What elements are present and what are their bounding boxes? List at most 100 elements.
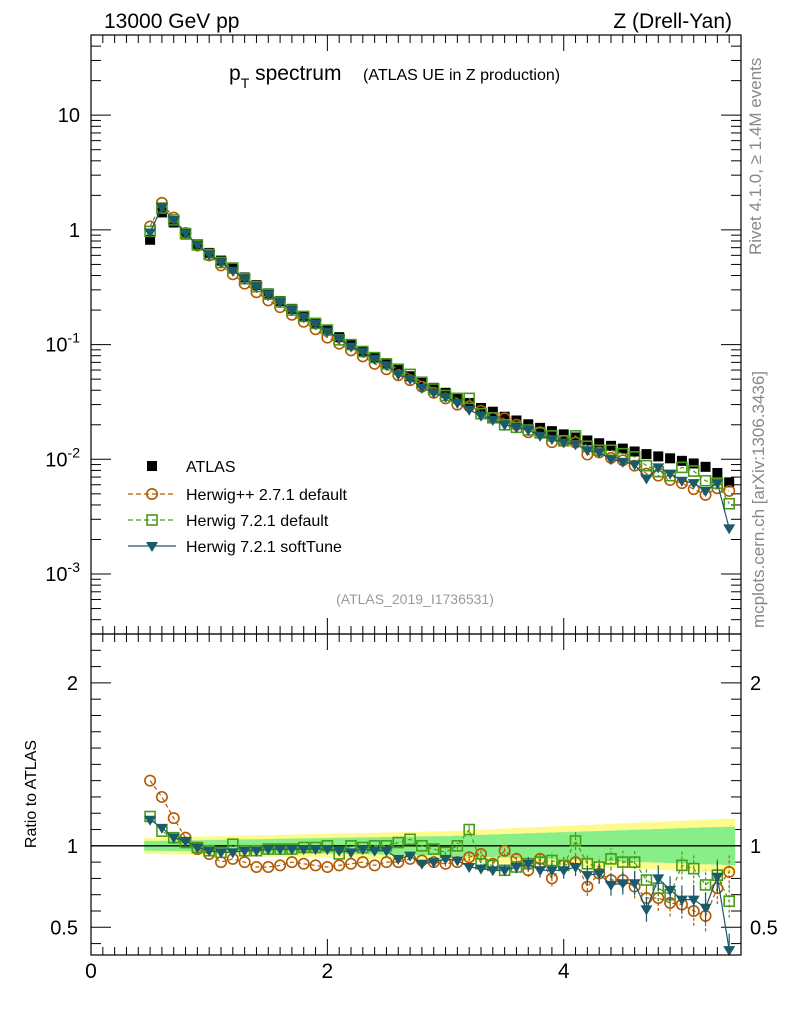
ratio-point bbox=[215, 848, 227, 859]
main-point bbox=[545, 435, 558, 446]
main-point bbox=[226, 266, 239, 277]
main-series-line bbox=[149, 207, 730, 504]
legend-entry: Herwig 7.2.1 softTune bbox=[128, 539, 342, 556]
main-point bbox=[463, 405, 476, 416]
y-tick-exponent: -2 bbox=[68, 444, 81, 460]
y-tick-label: 1 bbox=[69, 220, 80, 242]
ratio-point bbox=[699, 903, 712, 914]
ratio-point bbox=[167, 812, 180, 825]
ratio-point bbox=[699, 879, 712, 891]
ratio-point bbox=[675, 895, 688, 906]
y-tick-label: 10-1 bbox=[45, 330, 80, 357]
ratio-point bbox=[427, 858, 440, 869]
main-point bbox=[594, 438, 605, 449]
ratio-point bbox=[640, 905, 653, 916]
ratio-point bbox=[439, 854, 452, 865]
ratio-point bbox=[605, 880, 617, 891]
ratio-point bbox=[250, 861, 263, 874]
ratio-point bbox=[652, 874, 665, 885]
y-tick-label: 10-2 bbox=[45, 444, 80, 471]
ratio-point bbox=[226, 848, 239, 859]
ratio-point bbox=[238, 846, 251, 857]
ratio-point bbox=[510, 863, 523, 874]
main-point bbox=[640, 474, 653, 485]
ratio-point bbox=[167, 833, 180, 844]
ratio-point bbox=[191, 843, 204, 854]
ratio-point bbox=[463, 851, 476, 864]
legend-entry: Herwig++ 2.7.1 default bbox=[128, 487, 348, 504]
ratio-point bbox=[297, 845, 310, 856]
ratio-point bbox=[238, 856, 251, 869]
main-point bbox=[404, 375, 417, 386]
ratio-point bbox=[676, 859, 688, 872]
ratio-point bbox=[380, 846, 393, 857]
ratio-point bbox=[498, 844, 511, 857]
main-point bbox=[499, 411, 510, 422]
ratio-point bbox=[356, 845, 369, 856]
ratio-point bbox=[687, 895, 700, 906]
main-point bbox=[665, 453, 676, 464]
ratio-point bbox=[250, 846, 263, 857]
ratio-panel: 0 2 4 0.5 0.5 1 1 2 2 bbox=[50, 634, 778, 983]
main-point bbox=[439, 392, 452, 403]
ratio-point bbox=[628, 856, 641, 868]
side-label-rivet: Rivet 4.1.0, ≥ 1.4M events bbox=[746, 58, 765, 255]
y-tick-exponent: -1 bbox=[68, 330, 81, 346]
main-point bbox=[309, 319, 322, 330]
ratio-point bbox=[711, 872, 724, 883]
x-tick-label: 0 bbox=[85, 960, 97, 983]
ratio-point bbox=[534, 866, 547, 877]
main-point bbox=[297, 313, 310, 324]
ratio-point bbox=[463, 863, 476, 874]
main-point bbox=[652, 463, 665, 474]
main-point bbox=[285, 306, 298, 317]
main-point bbox=[368, 354, 381, 365]
main-point bbox=[392, 370, 405, 381]
main-point bbox=[415, 383, 428, 394]
ratio-point bbox=[321, 861, 334, 874]
y-tick-base: 10 bbox=[45, 564, 67, 586]
ratio-point bbox=[640, 874, 653, 886]
ratio-point bbox=[581, 871, 594, 882]
ratio-point bbox=[356, 856, 369, 869]
ratio-point bbox=[203, 846, 216, 857]
main-point bbox=[392, 369, 405, 382]
main-point bbox=[179, 228, 192, 239]
main-point bbox=[498, 420, 511, 431]
ratio-series-3 bbox=[144, 815, 736, 957]
ratio-y-tick-label: 0.5 bbox=[50, 917, 78, 939]
main-panel: 10 1 10-1 10-2 10-3 bbox=[45, 34, 742, 635]
legend-entry: Herwig 7.2.1 default bbox=[128, 513, 329, 530]
ratio-frame bbox=[90, 633, 742, 956]
ratio-point bbox=[285, 856, 298, 869]
main-point bbox=[427, 388, 440, 399]
ratio-y-tick-label-right: 1 bbox=[750, 836, 761, 858]
ratio-point bbox=[274, 859, 287, 872]
main-point bbox=[628, 459, 641, 472]
legend-label: ATLAS bbox=[186, 459, 236, 476]
ratio-point bbox=[345, 848, 357, 859]
x-tick-label: 2 bbox=[322, 960, 334, 983]
legend-label: Herwig 7.2.1 default bbox=[186, 513, 329, 530]
ratio-point bbox=[427, 843, 440, 855]
ratio-point bbox=[545, 866, 558, 877]
title-rest: spectrum bbox=[249, 62, 341, 85]
main-point bbox=[699, 474, 712, 487]
main-point bbox=[262, 290, 275, 301]
ratio-point bbox=[451, 840, 464, 852]
main-point bbox=[534, 431, 547, 442]
ratio-y-tick-label-right: 2 bbox=[750, 673, 761, 695]
ratio-point bbox=[392, 854, 405, 865]
ratio-point bbox=[664, 885, 677, 896]
ratio-point bbox=[569, 863, 582, 874]
y-tick-label: 10-3 bbox=[45, 559, 80, 586]
legend-label: Herwig 7.2.1 softTune bbox=[186, 539, 342, 556]
main-point bbox=[616, 457, 629, 468]
ratio-point bbox=[215, 856, 228, 869]
main-point bbox=[640, 459, 653, 472]
ratio-point bbox=[628, 879, 641, 890]
ratio-y-tick-label: 1 bbox=[67, 836, 78, 858]
ratio-point bbox=[605, 853, 617, 865]
legend-entry: ATLAS bbox=[147, 459, 236, 476]
ratio-point bbox=[321, 845, 334, 856]
